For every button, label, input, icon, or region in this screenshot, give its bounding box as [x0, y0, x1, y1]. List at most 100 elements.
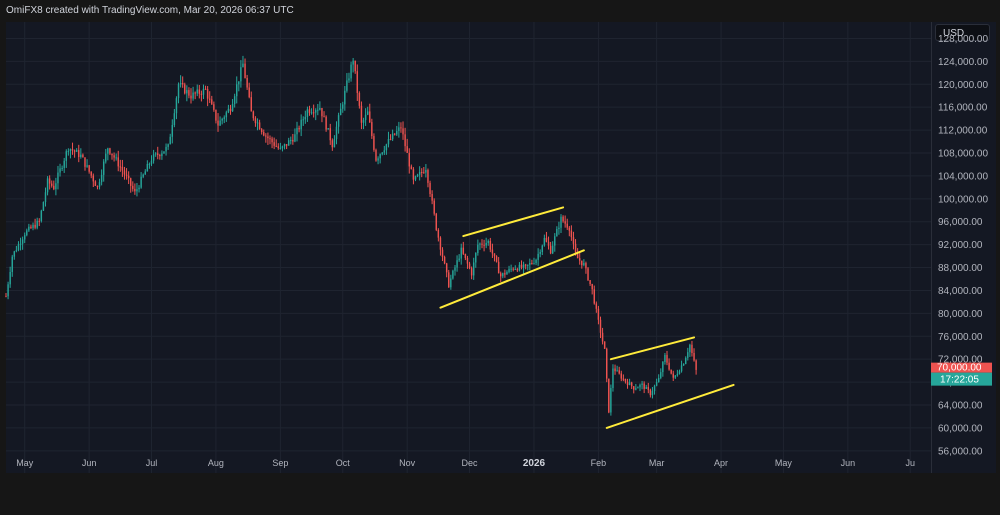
candle-body: [545, 237, 548, 242]
candle-body: [275, 145, 277, 147]
candle-body: [506, 271, 508, 275]
candle-body: [487, 240, 489, 243]
candle-body: [369, 111, 371, 123]
candle-body: [626, 381, 629, 385]
candle-body: [393, 133, 396, 135]
candle-body: [269, 138, 271, 140]
candle-body: [23, 235, 26, 240]
candle-body: [651, 391, 654, 396]
candle-body: [215, 109, 217, 121]
candle-body: [317, 109, 319, 111]
candle-body: [427, 169, 429, 183]
candle-body: [531, 263, 533, 265]
candle-body: [666, 355, 668, 363]
candle-body: [109, 148, 111, 154]
candle-body: [543, 237, 546, 246]
candle-body: [635, 388, 637, 390]
candle-body: [425, 169, 427, 173]
candle-body: [240, 67, 242, 82]
candle-body: [491, 249, 494, 254]
candle-body: [277, 146, 280, 149]
candle-body: [30, 226, 32, 228]
y-tick-label: 64,000.00: [938, 401, 983, 412]
candle-body: [204, 88, 207, 90]
candle-body: [100, 174, 103, 183]
candle-body: [13, 251, 16, 257]
candle-body: [260, 129, 263, 133]
candle-body: [250, 97, 253, 112]
candle-body: [672, 373, 674, 378]
candle-body: [630, 382, 633, 387]
candle-body: [375, 149, 377, 161]
candle-body: [522, 264, 525, 268]
candle-body: [587, 268, 589, 281]
candle-body: [342, 104, 344, 109]
currency-selector[interactable]: USD: [935, 24, 990, 41]
last-price-badge: 70,000.00 17:22:05: [931, 362, 992, 386]
candle-body: [294, 134, 296, 142]
candle-body: [493, 253, 496, 257]
candle-body: [190, 95, 192, 99]
candle-body: [389, 138, 392, 140]
candle-body: [529, 263, 531, 265]
y-tick-label: 88,000.00: [938, 263, 983, 274]
candle-body: [481, 243, 483, 245]
candle-body: [373, 136, 375, 150]
candle-body: [479, 243, 481, 245]
candle-body: [668, 362, 670, 370]
candle-body: [551, 245, 554, 254]
candle-body: [196, 89, 198, 94]
candle-body: [292, 139, 294, 142]
candle-body: [518, 264, 521, 271]
candle-body: [537, 253, 539, 260]
candle-body: [163, 151, 165, 154]
candle-body: [102, 161, 105, 175]
y-tick-label: 72,000.00: [938, 355, 983, 366]
candle-body: [572, 237, 575, 244]
candle-body: [267, 136, 269, 139]
candle-body: [510, 268, 512, 270]
candle-body: [489, 240, 492, 250]
candle-body: [48, 178, 51, 184]
candle-body: [381, 152, 383, 155]
y-tick-label: 60,000.00: [938, 423, 983, 434]
candle-body: [377, 158, 379, 161]
candle-body: [304, 116, 307, 120]
x-tick-label: 2026: [523, 458, 546, 469]
candle-body: [576, 254, 579, 259]
candle-body: [655, 382, 658, 386]
candle-body: [298, 127, 300, 130]
candle-body: [167, 144, 169, 147]
candle-body: [383, 150, 386, 153]
candle-body: [472, 262, 475, 276]
candle-body: [211, 99, 213, 105]
candle-body: [568, 227, 571, 231]
candle-body: [157, 153, 159, 156]
candle-body: [88, 165, 90, 172]
candle-body: [360, 105, 363, 123]
price-axis[interactable]: [931, 22, 996, 473]
candle-body: [36, 220, 38, 228]
chart-plot-area[interactable]: [6, 22, 931, 473]
candle-body: [660, 372, 662, 378]
candle-body: [331, 140, 334, 148]
candle-body: [28, 226, 30, 231]
candle-body: [242, 63, 244, 68]
x-tick-label: Apr: [714, 458, 728, 468]
candle-body: [229, 108, 232, 112]
candle-body: [585, 263, 587, 269]
y-tick-label: 112,000.00: [938, 126, 988, 137]
candle-body: [53, 185, 55, 190]
candle-body: [115, 157, 117, 159]
candle-body: [73, 150, 76, 152]
last-price-label: 70,000.00: [937, 363, 982, 374]
candle-body: [423, 172, 425, 174]
candle-body: [181, 83, 184, 85]
candle-body: [433, 200, 435, 214]
y-tick-label: 128,000.00: [938, 34, 988, 45]
candle-body: [113, 155, 115, 158]
y-tick-label: 56,000.00: [938, 446, 983, 457]
candle-body: [84, 157, 86, 167]
candle-body: [441, 249, 444, 257]
candle-body: [616, 370, 618, 372]
